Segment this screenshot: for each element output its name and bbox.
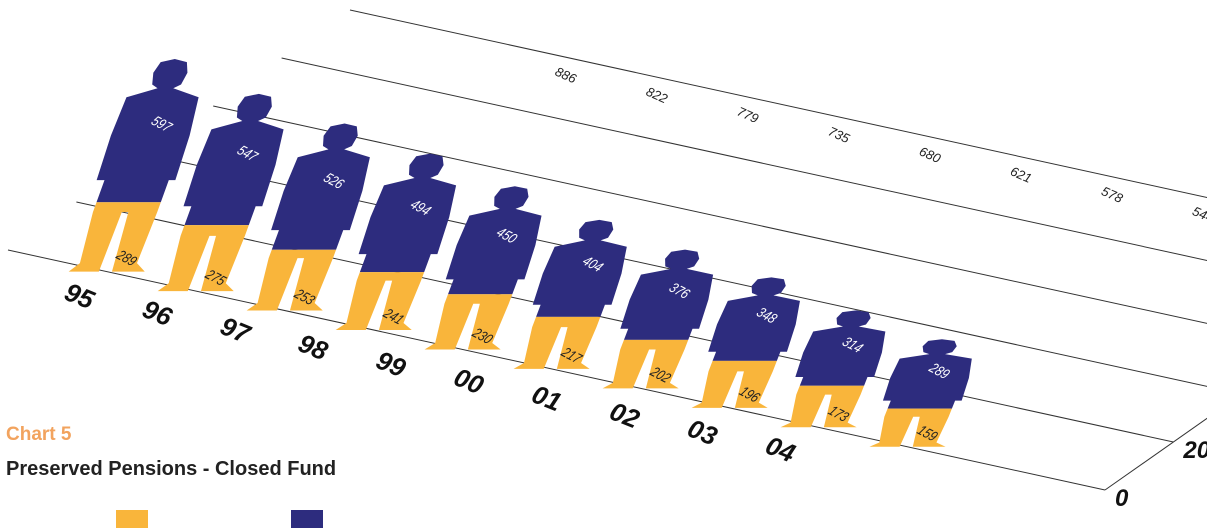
y-tick-label: 0 — [1115, 485, 1129, 512]
chart-title: Preserved Pensions - Closed Fund — [6, 458, 336, 481]
legend-swatch-lower — [116, 510, 148, 528]
x-tick-label: 96 — [138, 294, 177, 333]
x-tick-label: 04 — [761, 430, 800, 469]
total-label: 544 — [1190, 203, 1207, 226]
chart: 2895972755472535262414942304502174042023… — [0, 0, 1207, 515]
total-label: 578 — [1099, 183, 1126, 206]
figures: 2895972755472535262414942304502174042023… — [67, 59, 981, 447]
x-tick-label: 03 — [684, 413, 723, 452]
y-tick-label: 200 — [1182, 437, 1207, 464]
legend-swatch-upper — [291, 510, 323, 528]
x-tick-label: 02 — [606, 396, 645, 435]
total-label: 886 — [553, 64, 580, 87]
x-tick-label: 01 — [528, 379, 566, 418]
total-label: 680 — [917, 144, 944, 167]
x-tick-label: 95 — [60, 276, 99, 315]
total-label: 779 — [735, 104, 761, 127]
total-label: 822 — [644, 84, 671, 107]
x-tick-label: 00 — [450, 362, 489, 401]
chart-label: Chart 5 — [6, 424, 71, 446]
total-label: 735 — [826, 124, 853, 147]
x-tick-label: 99 — [372, 345, 411, 384]
total-label: 621 — [1008, 163, 1034, 186]
x-tick-label: 98 — [294, 328, 333, 367]
x-tick-label: 97 — [216, 311, 255, 350]
